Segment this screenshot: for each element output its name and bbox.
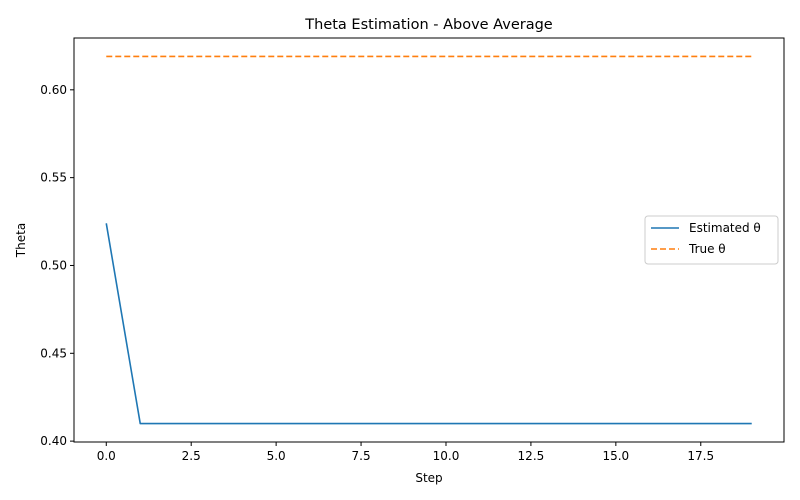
legend: Estimated θ True θ (644, 215, 779, 265)
y-tick-label: 0.50 (40, 258, 67, 272)
plot-series (105, 55, 752, 425)
axes: 0.0 2.5 5.0 7.5 10.0 12.5 15.0 17.5 0.40 0.45 0.50… (40, 83, 714, 463)
x-tick-label: 10.0 (433, 449, 460, 463)
x-tick-label: 17.5 (687, 449, 714, 463)
chart-title: Theta Estimation - Above Average (304, 17, 553, 33)
x-tick-label: 0.0 (97, 449, 116, 463)
y-tick-label: 0.60 (40, 83, 67, 97)
plot-frame (73, 37, 785, 443)
x-tick-label: 12.5 (518, 449, 545, 463)
y-axis-label: Theta (14, 223, 28, 258)
x-tick-label: 15.0 (602, 449, 629, 463)
x-axis-label: Step (415, 471, 442, 485)
y-tick-label: 0.40 (40, 434, 67, 448)
series-line-estimated (105, 223, 752, 425)
legend-label-true: True θ (688, 242, 726, 256)
x-tick-label: 2.5 (182, 449, 201, 463)
x-tick-label: 5.0 (267, 449, 286, 463)
legend-label-estimated: Estimated θ (689, 221, 761, 235)
x-tick-label: 7.5 (352, 449, 371, 463)
y-tick-label: 0.55 (40, 171, 67, 185)
y-tick-label: 0.45 (40, 346, 67, 360)
